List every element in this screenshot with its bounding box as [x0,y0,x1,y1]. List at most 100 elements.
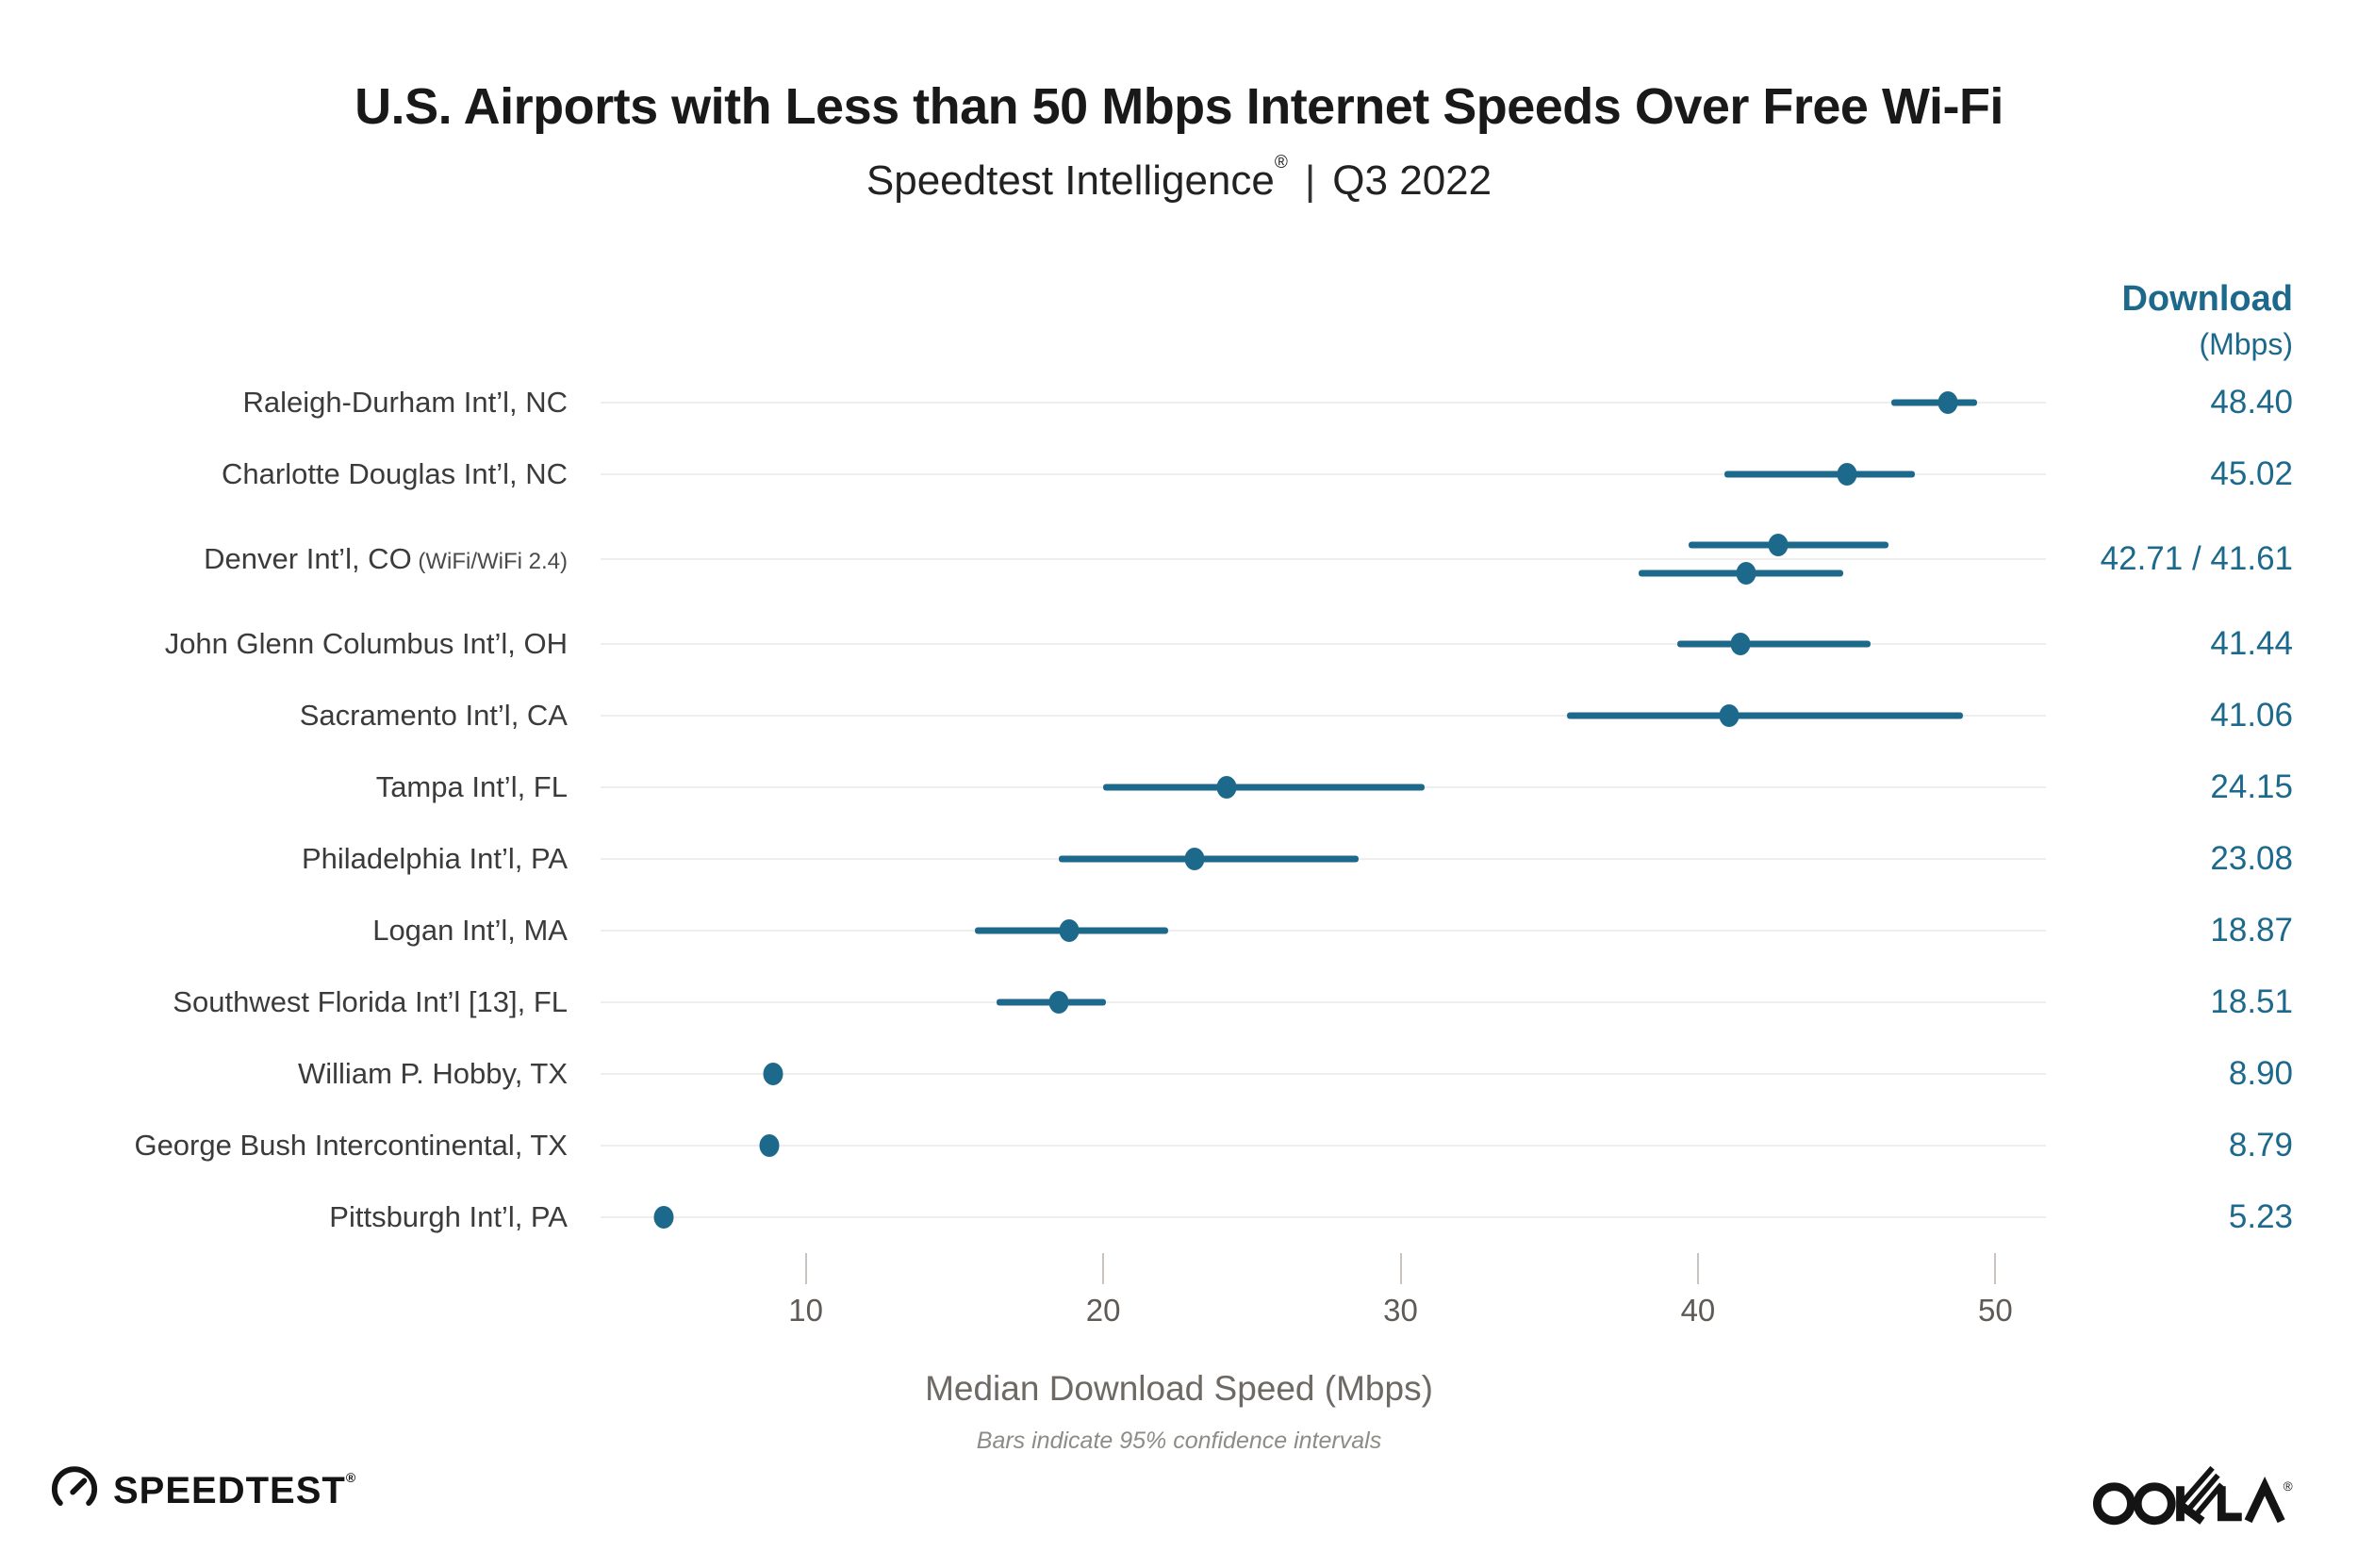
row-plot-inner [601,367,2046,438]
median-dot [1736,562,1756,585]
chart-row: William P. Hobby, TX 8.90 [0,1038,2358,1110]
speedtest-wordmark: SPEEDTEST® [113,1470,356,1511]
download-value: 18.51 [2210,983,2293,1020]
download-value: 5.23 [2228,1198,2293,1235]
row-plot-area [585,1038,2055,1110]
median-dot [1184,848,1205,870]
x-axis-tick-label: 10 [788,1293,823,1328]
confidence-interval-bar [1724,470,1916,478]
median-dot [1216,776,1237,799]
confidence-interval-bar [1567,712,1963,719]
median-dot [763,1063,783,1085]
subtitle-separator: | [1304,157,1316,204]
row-label: Philadelphia Int’l, PA [0,842,585,876]
download-value: 41.44 [2210,625,2293,662]
row-gridline [601,1001,2046,1003]
row-plot-inner [601,1181,2046,1253]
row-label: Logan Int’l, MA [0,914,585,948]
chart-row: Philadelphia Int’l, PA 23.08 [0,823,2358,895]
row-label: George Bush Intercontinental, TX [0,1129,585,1163]
x-axis-tick-label: 20 [1085,1293,1121,1328]
row-label: William P. Hobby, TX [0,1057,585,1091]
chart-footnote: Bars indicate 95% confidence intervals [976,1428,1382,1454]
row-label: Southwest Florida Int’l [13], FL [0,985,585,1019]
row-plot-inner [601,1038,2046,1110]
row-label: Tampa Int’l, FL [0,770,585,804]
median-dot [1048,991,1069,1014]
row-gridline [601,715,2046,717]
row-plot-area [585,367,2055,438]
row-plot-area [585,823,2055,895]
airport-name: George Bush Intercontinental, TX [134,1129,568,1162]
confidence-interval-bar [1689,541,1888,549]
chart-row: Southwest Florida Int’l [13], FL 18.51 [0,966,2358,1038]
svg-text:®: ® [2284,1479,2293,1494]
download-value: 23.08 [2210,840,2293,877]
row-gridline [601,1216,2046,1218]
airport-name: Southwest Florida Int’l [13], FL [173,985,568,1018]
axis-spacer-left [0,1253,585,1347]
download-value: 48.40 [2210,384,2293,421]
chart-subtitle: Speedtest Intelligence® | Q3 2022 [0,153,2358,205]
confidence-interval-bar [1103,784,1425,791]
row-plot-inner [601,1110,2046,1181]
confidence-interval-bar [1676,640,1871,648]
row-plot-area [585,608,2055,680]
registered-mark-icon: ® [1274,153,1288,173]
row-gridline [601,1073,2046,1075]
download-value: 42.71 / 41.61 [2100,540,2293,577]
airport-name: Raleigh-Durham Int’l, NC [242,386,568,419]
row-plot-area [585,510,2055,608]
download-value: 45.02 [2210,455,2293,492]
row-gridline [601,473,2046,475]
value-column-header-line2: (Mbps) [2199,327,2293,361]
chart-row: John Glenn Columbus Int’l, OH 41.44 [0,608,2358,680]
airport-name: Denver Int’l, CO [204,542,412,575]
row-label: John Glenn Columbus Int’l, OH [0,627,585,661]
axis-spacer-right [2055,1253,2358,1347]
chart-body: Raleigh-Durham Int’l, NC 48.40 Charlotte D… [0,367,2358,1347]
chart-row: Logan Int’l, MA 18.87 [0,895,2358,966]
airport-name: Charlotte Douglas Int’l, NC [222,457,568,490]
x-axis-tick-mark [1399,1253,1402,1284]
x-axis-label: Median Download Speed (Mbps) [925,1369,1433,1408]
median-dot [653,1206,674,1229]
download-value: 8.79 [2228,1127,2293,1164]
value-column-header-line1: Download [2121,279,2293,319]
row-plot-inner [601,966,2046,1038]
row-plot-area [585,1181,2055,1253]
speedtest-gauge-icon [49,1463,100,1519]
row-plot-inner [601,823,2046,895]
chart-row: George Bush Intercontinental, TX 8.79 [0,1110,2358,1181]
chart-rows: Raleigh-Durham Int’l, NC 48.40 Charlotte D… [0,367,2358,1253]
confidence-interval-bar [1890,399,1978,406]
median-dot [1730,633,1751,655]
x-axis-tick-mark [804,1253,807,1284]
speedtest-logo: SPEEDTEST® [49,1463,355,1519]
row-gridline [601,402,2046,404]
row-label-note: (WiFi/WiFi 2.4) [411,549,568,574]
median-dot [1938,391,1958,414]
row-plot-area [585,438,2055,510]
x-axis-tick-label: 40 [1680,1293,1716,1328]
value-column-header: Download (Mbps) [2121,279,2293,362]
ookla-wordmark-icon: ® [2092,1465,2293,1526]
download-value: 24.15 [2210,768,2293,805]
airport-name: Pittsburgh Int’l, PA [329,1200,568,1233]
chart-title: U.S. Airports with Less than 50 Mbps Int… [355,78,2003,135]
row-plot-area [585,680,2055,751]
row-label: Sacramento Int’l, CA [0,699,585,733]
download-value: 8.90 [2228,1055,2293,1092]
confidence-interval-bar [1058,855,1360,863]
x-axis-tick-mark [1994,1253,1997,1284]
airport-name: Sacramento Int’l, CA [299,699,568,732]
registered-mark-icon: ® [345,1470,356,1485]
median-dot [1059,919,1080,942]
x-axis-tick-mark [1696,1253,1699,1284]
row-gridline [601,558,2046,560]
median-dot [1719,704,1740,727]
airport-name: Logan Int’l, MA [372,914,568,947]
airport-name: Philadelphia Int’l, PA [301,842,568,875]
median-dot [759,1134,780,1157]
